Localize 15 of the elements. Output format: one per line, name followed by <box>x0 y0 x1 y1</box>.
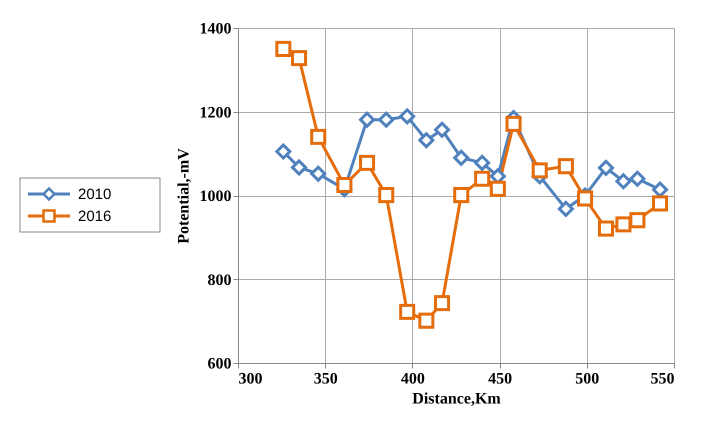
y-axis-title: Potential,-mV <box>176 148 192 244</box>
y-tick-label: 600 <box>208 356 232 372</box>
y-tick-label: 1400 <box>200 20 232 38</box>
x-tick-label: 350 <box>314 370 338 388</box>
y-tick-label: 800 <box>208 272 232 289</box>
y-tick-label: 1200 <box>200 104 232 122</box>
x-tick-label: 400 <box>400 370 425 388</box>
y-tick-label: 1000 <box>200 188 232 205</box>
x-tick-label: 500 <box>575 370 600 388</box>
x-tick-label: 300 <box>238 370 262 388</box>
legend-label: 2010 <box>78 186 112 203</box>
x-tick-label: 450 <box>488 370 512 388</box>
x-tick-label: 550 <box>650 370 674 388</box>
legend-label: 2016 <box>78 208 112 225</box>
x-axis-title: Distance,Km <box>412 390 502 408</box>
